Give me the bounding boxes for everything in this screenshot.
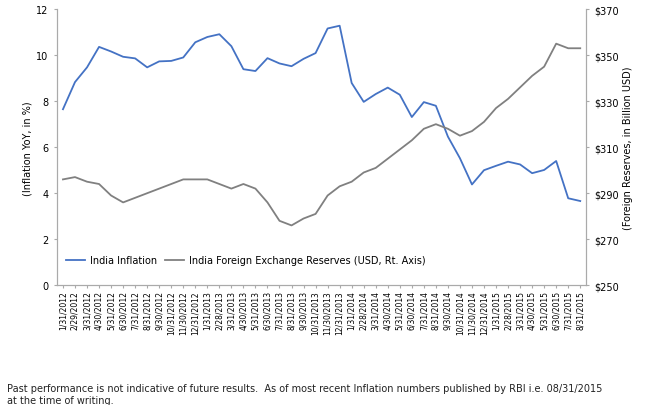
Y-axis label: (Inflation YoY, in %): (Inflation YoY, in %) xyxy=(22,100,32,195)
Legend: India Inflation, India Foreign Exchange Reserves (USD, Rt. Axis): India Inflation, India Foreign Exchange … xyxy=(62,252,429,270)
Text: Past performance is not indicative of future results.  As of most recent Inflati: Past performance is not indicative of fu… xyxy=(7,383,602,405)
Y-axis label: (Foreign Reserves, in Billion USD): (Foreign Reserves, in Billion USD) xyxy=(624,66,634,229)
